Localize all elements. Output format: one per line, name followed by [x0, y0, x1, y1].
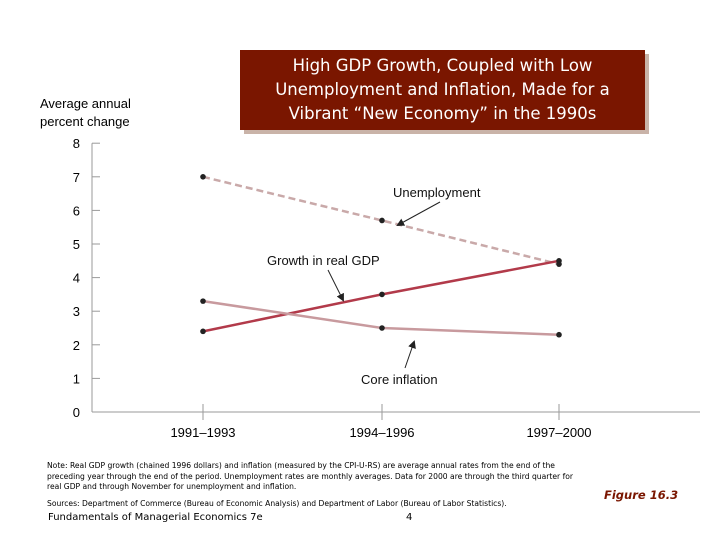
footer-book-title: Fundamentals of Managerial Economics 7e [48, 512, 263, 523]
data-point-unemployment [379, 217, 385, 224]
chart-note: Note: Real GDP growth (chained 1996 doll… [47, 461, 574, 491]
chart-title: High GDP Growth, Coupled with Low Unempl… [275, 56, 610, 123]
annotation-arrow-growth-in-real-gdp [327, 269, 344, 302]
x-tick-label: 1997–2000 [526, 425, 591, 440]
series-label-unemployment: Unemployment [393, 185, 481, 200]
data-point-core-inflation [200, 298, 206, 304]
series-label-growth-in-real-gdp: Growth in real GDP [267, 253, 380, 268]
series-label-core-inflation: Core inflation [361, 372, 438, 387]
y-tick-label: 5 [73, 237, 80, 252]
y-tick-label: 2 [73, 338, 80, 353]
data-point-growth-in-real-gdp [200, 328, 206, 335]
series-layer [200, 174, 562, 338]
y-tick-label: 8 [73, 136, 80, 151]
y-tick-label: 3 [73, 304, 80, 319]
y-axis-title: Average annual percent change [40, 96, 131, 129]
annotation-arrow-unemployment [396, 201, 441, 226]
series-line-unemployment [202, 175, 560, 266]
y-tick-label: 1 [73, 371, 80, 386]
chart-sources: Sources: Department of Commerce (Bureau … [47, 499, 507, 508]
footer-page-number: 4 [406, 512, 413, 523]
data-point-growth-in-real-gdp [379, 291, 385, 298]
axes: 0 1 2 3 4 5 6 7 8 1991–1993 1994–1996 1997–2000 [73, 136, 700, 440]
chart-title-box: High GDP Growth, Coupled with Low Unempl… [240, 50, 645, 130]
data-point-core-inflation [379, 325, 385, 331]
x-tick-label: 1991–1993 [170, 425, 235, 440]
y-tick-label: 4 [73, 271, 80, 286]
y-tick-label: 0 [73, 405, 80, 420]
x-tick-label: 1994–1996 [349, 425, 414, 440]
annotation-arrow-core-inflation [404, 340, 416, 369]
annotations: Unemployment Growth in real GDP Core infla… [267, 185, 481, 387]
data-point-growth-in-real-gdp [556, 258, 562, 264]
y-axis-title-line-2: percent change [40, 114, 130, 129]
y-tick-label: 7 [73, 170, 80, 185]
y-tick-label: 6 [73, 203, 80, 218]
data-point-unemployment [200, 174, 206, 180]
figure-label: Figure 16.3 [604, 488, 679, 502]
data-point-core-inflation [556, 331, 562, 338]
y-axis-title-line-1: Average annual [40, 96, 131, 111]
